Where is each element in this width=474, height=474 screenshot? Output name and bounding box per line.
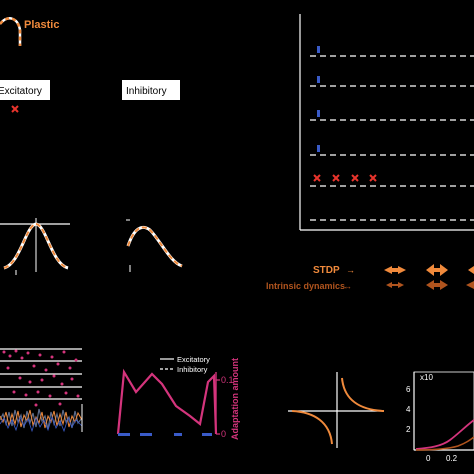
plastic-label: Plastic — [24, 19, 59, 31]
bidirectional-arrow-icon — [384, 266, 406, 274]
cross-marker-icon — [332, 174, 340, 182]
inhibitory-box — [122, 80, 180, 100]
tick-0-label: 0 — [221, 429, 226, 439]
cross-marker-icon — [351, 174, 359, 182]
spike-mark — [317, 76, 320, 83]
stdp-window-panel — [288, 372, 385, 448]
tick-4-label: 4 — [406, 405, 411, 414]
spike-mark — [202, 433, 212, 436]
legend-excitatory-label: Excitatory — [177, 355, 210, 364]
spike-mark — [317, 145, 320, 152]
bidirectional-arrow-icon — [468, 266, 474, 274]
tick-x0-label: 0 — [426, 454, 431, 463]
tick-0-1-label: 0.1 — [221, 375, 234, 385]
cross-marker-icon — [369, 174, 377, 182]
stdp-arrow-row — [384, 264, 474, 276]
plastic-curve-dashed — [0, 17, 22, 46]
cross-marker-icon — [11, 105, 19, 113]
spike-mark — [118, 433, 130, 436]
bidirectional-arrow-icon — [466, 281, 474, 289]
bidirectional-arrow-icon — [426, 280, 448, 290]
rising-curve-panel: x10 6 4 2 0 0.2 — [406, 371, 474, 463]
spike-mark — [140, 433, 152, 436]
activity-raster-panel — [0, 348, 83, 433]
intrinsic-arrow-icon: ↔ — [343, 281, 352, 291]
tick-6-label: 6 — [406, 385, 411, 394]
excitatory-label: Excitatory — [0, 86, 42, 97]
spike-raster-panel — [299, 14, 474, 231]
inhibitory-label: Inhibitory — [126, 86, 167, 97]
stdp-arrow-icon: → — [346, 265, 355, 275]
inhibitory-tuning-panel — [126, 219, 183, 272]
spike-mark — [174, 433, 182, 436]
spike-mark — [317, 110, 320, 117]
bidirectional-arrow-icon — [426, 264, 448, 276]
excitatory-box — [0, 80, 50, 100]
stdp-label: STDP — [313, 265, 340, 276]
tick-2-label: 2 — [406, 425, 411, 434]
tick-x10-label: x10 — [420, 373, 433, 382]
intrinsic-dynamics-label: Intrinsic dynamics — [266, 281, 345, 291]
bidirectional-arrow-icon — [386, 282, 404, 288]
adaptation-panel: Excitatory Inhibitory 0.1 0 Adaptation a… — [116, 355, 240, 440]
tick-x0-2-label: 0.2 — [446, 454, 458, 463]
intrinsic-arrow-row — [386, 280, 474, 290]
legend-inhibitory-label: Inhibitory — [177, 365, 208, 374]
adaptation-trace — [116, 368, 218, 435]
excitatory-tuning-panel — [0, 218, 70, 275]
cross-marker-icon — [313, 174, 321, 182]
adaptation-amount-label: Adaptation amount — [230, 358, 240, 440]
spike-mark — [317, 46, 320, 53]
